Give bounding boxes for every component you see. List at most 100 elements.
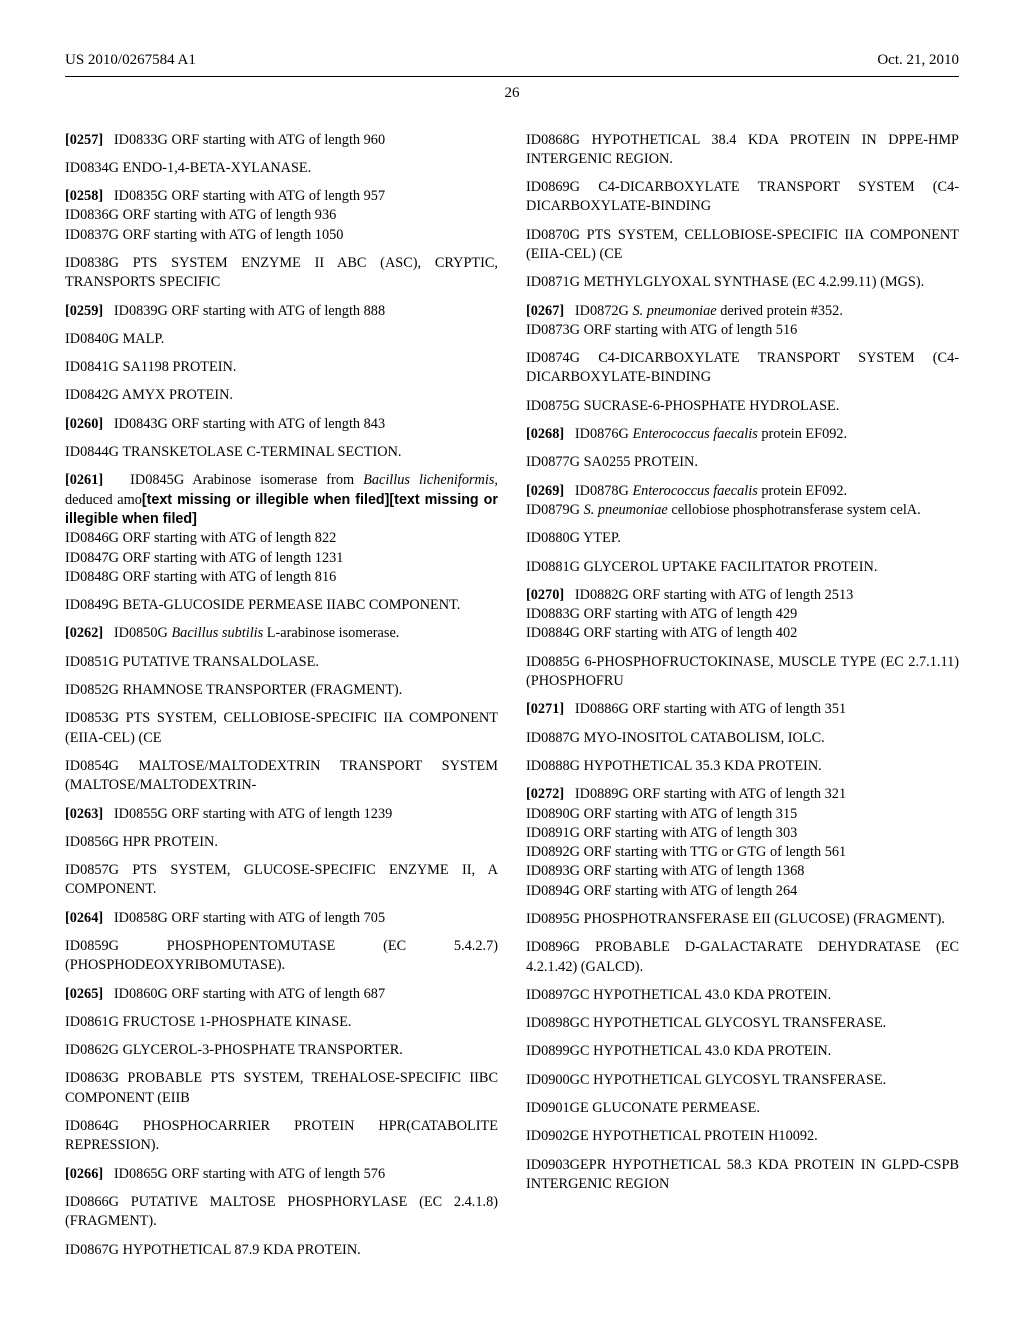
paratext: ID0891G ORF starting with ATG of length …	[526, 825, 797, 841]
page-header: US 2010/0267584 A1 Oct. 21, 2010	[65, 50, 959, 70]
paratext: ID0850G	[114, 625, 172, 641]
para-id0896: ID0896G PROBABLE D-GALACTARATE DEHYDRATA…	[526, 938, 959, 977]
paranum: [0272]	[526, 786, 564, 802]
para-id0852: ID0852G RHAMNOSE TRANSPORTER (FRAGMENT).	[65, 681, 498, 700]
para-id0867: ID0867G HYPOTHETICAL 87.9 KDA PROTEIN.	[65, 1241, 498, 1260]
paratext: ID0837G ORF starting with ATG of length …	[65, 227, 343, 243]
para-id0875: ID0875G SUCRASE-6-PHOSPHATE HYDROLASE.	[526, 397, 959, 416]
para-id0881: ID0881G GLYCEROL UPTAKE FACILITATOR PROT…	[526, 558, 959, 577]
para-id0870: ID0870G PTS SYSTEM, CELLOBIOSE-SPECIFIC …	[526, 226, 959, 265]
right-column: ID0868G HYPOTHETICAL 38.4 KDA PROTEIN IN…	[526, 122, 959, 1269]
paranum: [0261]	[65, 472, 103, 488]
paratext: ID0833G ORF starting with ATG of length …	[114, 132, 385, 148]
species: Enterococcus faecalis	[632, 483, 757, 499]
para-0258: [0258] ID0835G ORF starting with ATG of …	[65, 187, 498, 245]
paratext: ID0876G	[575, 426, 633, 442]
paranum: [0263]	[65, 806, 103, 822]
paratext: ID0858G ORF starting with ATG of length …	[114, 910, 385, 926]
header-date: Oct. 21, 2010	[877, 50, 959, 70]
para-0265: [0265] ID0860G ORF starting with ATG of …	[65, 985, 498, 1004]
paranum: [0266]	[65, 1166, 103, 1182]
para-id0897: ID0897GC HYPOTHETICAL 43.0 KDA PROTEIN.	[526, 986, 959, 1005]
page-number: 26	[65, 83, 959, 103]
para-0272: [0272] ID0889G ORF starting with ATG of …	[526, 785, 959, 901]
para-id0857: ID0857G PTS SYSTEM, GLUCOSE-SPECIFIC ENZ…	[65, 861, 498, 900]
para-id0898: ID0898GC HYPOTHETICAL GLYCOSYL TRANSFERA…	[526, 1014, 959, 1033]
paratext: ID0872G	[575, 303, 633, 319]
para-id0895: ID0895G PHOSPHOTRANSFERASE EII (GLUCOSE)…	[526, 910, 959, 929]
paranum: [0262]	[65, 625, 103, 641]
para-id0840: ID0840G MALP.	[65, 330, 498, 349]
paratext: ID0890G ORF starting with ATG of length …	[526, 806, 797, 822]
paratext: ID0893G ORF starting with ATG of length …	[526, 863, 804, 879]
para-id0861: ID0861G FRUCTOSE 1-PHOSPHATE KINASE.	[65, 1013, 498, 1032]
para-id0868: ID0868G HYPOTHETICAL 38.4 KDA PROTEIN IN…	[526, 131, 959, 170]
para-id0856: ID0856G HPR PROTEIN.	[65, 833, 498, 852]
para-id0854: ID0854G MALTOSE/MALTODEXTRIN TRANSPORT S…	[65, 757, 498, 796]
paratext: ID0839G ORF starting with ATG of length …	[114, 303, 385, 319]
paratext: cellobiose phosphotransferase system cel…	[668, 502, 921, 518]
para-id0844: ID0844G TRANSKETOLASE C-TERMINAL SECTION…	[65, 443, 498, 462]
header-rule	[65, 76, 959, 77]
paranum: [0257]	[65, 132, 103, 148]
para-id0864: ID0864G PHOSPHOCARRIER PROTEIN HPR(CATAB…	[65, 1117, 498, 1156]
para-0270: [0270] ID0882G ORF starting with ATG of …	[526, 586, 959, 644]
paratext: ID0886G ORF starting with ATG of length …	[575, 701, 846, 717]
paranum: [0264]	[65, 910, 103, 926]
para-id0874: ID0874G C4-DICARBOXYLATE TRANSPORT SYSTE…	[526, 349, 959, 388]
paranum: [0259]	[65, 303, 103, 319]
para-id0851: ID0851G PUTATIVE TRANSALDOLASE.	[65, 653, 498, 672]
para-id0841: ID0841G SA1198 PROTEIN.	[65, 358, 498, 377]
paranum: [0270]	[526, 587, 564, 603]
paranum: [0260]	[65, 416, 103, 432]
para-id0834: ID0834G ENDO-1,4-BETA-XYLANASE.	[65, 159, 498, 178]
two-column-layout: [0257] ID0833G ORF starting with ATG of …	[65, 122, 959, 1269]
para-id0853: ID0853G PTS SYSTEM, CELLOBIOSE-SPECIFIC …	[65, 709, 498, 748]
para-id0863: ID0863G PROBABLE PTS SYSTEM, TREHALOSE-S…	[65, 1069, 498, 1108]
para-id0901: ID0901GE GLUCONATE PERMEASE.	[526, 1099, 959, 1118]
paratext: ID0873G ORF starting with ATG of length …	[526, 322, 797, 338]
para-0267: [0267] ID0872G S. pneumoniae derived pro…	[526, 302, 959, 341]
para-id0903: ID0903GEPR HYPOTHETICAL 58.3 KDA PROTEIN…	[526, 1156, 959, 1195]
para-0262: [0262] ID0850G Bacillus subtilis L-arabi…	[65, 624, 498, 643]
paranum: [0258]	[65, 188, 103, 204]
paranum: [0267]	[526, 303, 564, 319]
para-id0838: ID0838G PTS SYSTEM ENZYME II ABC (ASC), …	[65, 254, 498, 293]
para-0260: [0260] ID0843G ORF starting with ATG of …	[65, 415, 498, 434]
para-id0877: ID0877G SA0255 PROTEIN.	[526, 453, 959, 472]
para-id0885: ID0885G 6-PHOSPHOFRUCTOKINASE, MUSCLE TY…	[526, 653, 959, 692]
para-0266: [0266] ID0865G ORF starting with ATG of …	[65, 1165, 498, 1184]
para-id0902: ID0902GE HYPOTHETICAL PROTEIN H10092.	[526, 1127, 959, 1146]
paranum: [0265]	[65, 986, 103, 1002]
species: Bacillus subtilis	[171, 625, 263, 641]
left-column: [0257] ID0833G ORF starting with ATG of …	[65, 122, 498, 1269]
species: S. pneumoniae	[584, 502, 668, 518]
paranum: [0269]	[526, 483, 564, 499]
paratext: ID0845G Arabinose isomerase from	[130, 472, 363, 488]
para-id0842: ID0842G AMYX PROTEIN.	[65, 386, 498, 405]
para-0261: [0261] ID0845G Arabinose isomerase from …	[65, 471, 498, 587]
paratext: ID0848G ORF starting with ATG of length …	[65, 569, 336, 585]
paratext: ID0882G ORF starting with ATG of length …	[575, 587, 853, 603]
paratext: ID0884G ORF starting with ATG of length …	[526, 625, 797, 641]
paratext: protein EF092.	[758, 483, 847, 499]
para-id0862: ID0862G GLYCEROL-3-PHOSPHATE TRANSPORTER…	[65, 1041, 498, 1060]
paratext: ID0883G ORF starting with ATG of length …	[526, 606, 797, 622]
paranum: [0271]	[526, 701, 564, 717]
paratext: ID0892G ORF starting with TTG or GTG of …	[526, 844, 846, 860]
para-0264: [0264] ID0858G ORF starting with ATG of …	[65, 909, 498, 928]
para-0271: [0271] ID0886G ORF starting with ATG of …	[526, 700, 959, 719]
paratext: protein EF092.	[758, 426, 847, 442]
para-0257: [0257] ID0833G ORF starting with ATG of …	[65, 131, 498, 150]
paratext: ID0860G ORF starting with ATG of length …	[114, 986, 385, 1002]
para-id0859: ID0859G PHOSPHOPENTOMUTASE (EC 5.4.2.7) …	[65, 937, 498, 976]
paratext: ID0835G ORF starting with ATG of length …	[114, 188, 385, 204]
paratext: ID0865G ORF starting with ATG of length …	[114, 1166, 385, 1182]
paranum: [0268]	[526, 426, 564, 442]
para-id0888: ID0888G HYPOTHETICAL 35.3 KDA PROTEIN.	[526, 757, 959, 776]
species: S. pneumoniae	[632, 303, 716, 319]
para-id0869: ID0869G C4-DICARBOXYLATE TRANSPORT SYSTE…	[526, 178, 959, 217]
species: Bacillus licheniformis	[363, 472, 494, 488]
paratext: ID0836G ORF starting with ATG of length …	[65, 207, 336, 223]
para-id0849: ID0849G BETA-GLUCOSIDE PERMEASE IIABC CO…	[65, 596, 498, 615]
